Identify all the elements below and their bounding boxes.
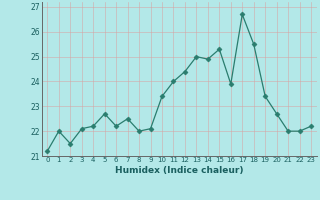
X-axis label: Humidex (Indice chaleur): Humidex (Indice chaleur) <box>115 166 244 175</box>
